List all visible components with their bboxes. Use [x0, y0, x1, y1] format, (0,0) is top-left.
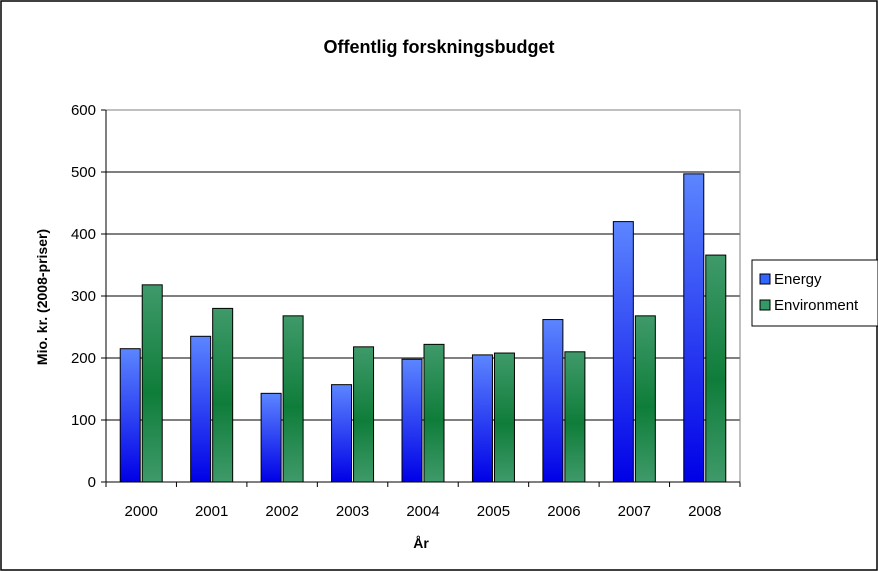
x-tick-label: 2004: [406, 503, 439, 520]
y-tick-label: 300: [71, 288, 96, 305]
bar-energy-2008: [683, 173, 705, 483]
bar-environment-2002: [282, 315, 304, 483]
bar-energy-2004: [401, 358, 423, 483]
y-tick-label: 600: [71, 102, 96, 119]
legend-label-environment: Environment: [774, 297, 859, 314]
bar-energy-2001: [190, 335, 212, 483]
x-tick-label: 2006: [547, 503, 580, 520]
bar-environment-2004: [423, 343, 445, 483]
x-tick-label: 2007: [618, 503, 651, 520]
legend-box: [751, 259, 878, 327]
y-tick-label: 100: [71, 412, 96, 429]
y-tick-label: 400: [71, 226, 96, 243]
bar-energy-2002: [260, 392, 282, 483]
y-axis-label: Mio. kr. (2008-priser): [34, 229, 50, 365]
y-tick-label: 500: [71, 164, 96, 181]
bar-environment-2001: [212, 307, 234, 483]
bar-energy-2007: [612, 221, 634, 483]
chart-title: Offentlig forskningsbudget: [324, 37, 555, 57]
x-axis-label: År: [413, 535, 429, 551]
bar-environment-2008: [705, 254, 727, 483]
bar-energy-2006: [542, 319, 564, 483]
bar-environment-2003: [353, 346, 375, 483]
bar-energy-2005: [471, 354, 493, 483]
x-tick-label: 2000: [125, 503, 158, 520]
bar-environment-2007: [634, 315, 656, 483]
legend-swatch-energy: [759, 273, 771, 285]
bar-energy-2000: [119, 348, 141, 483]
y-tick-label: 200: [71, 350, 96, 367]
x-tick-label: 2008: [688, 503, 721, 520]
legend-label-energy: Energy: [774, 271, 822, 288]
bar-environment-2005: [493, 352, 515, 483]
legend: Energy Environment: [751, 259, 878, 327]
bar-energy-2003: [331, 384, 353, 483]
x-tick-label: 2002: [265, 503, 298, 520]
y-tick-label: 0: [88, 474, 96, 491]
bar-environment-2006: [564, 351, 586, 483]
x-tick-label: 2001: [195, 503, 228, 520]
x-tick-label: 2005: [477, 503, 510, 520]
x-tick-label: 2003: [336, 503, 369, 520]
bar-environment-2000: [141, 284, 163, 483]
plot-area: 0 100 200 300 400 500 600 2000 2001 2002 2003 2004 2…: [71, 102, 741, 520]
legend-swatch-environment: [759, 299, 771, 311]
